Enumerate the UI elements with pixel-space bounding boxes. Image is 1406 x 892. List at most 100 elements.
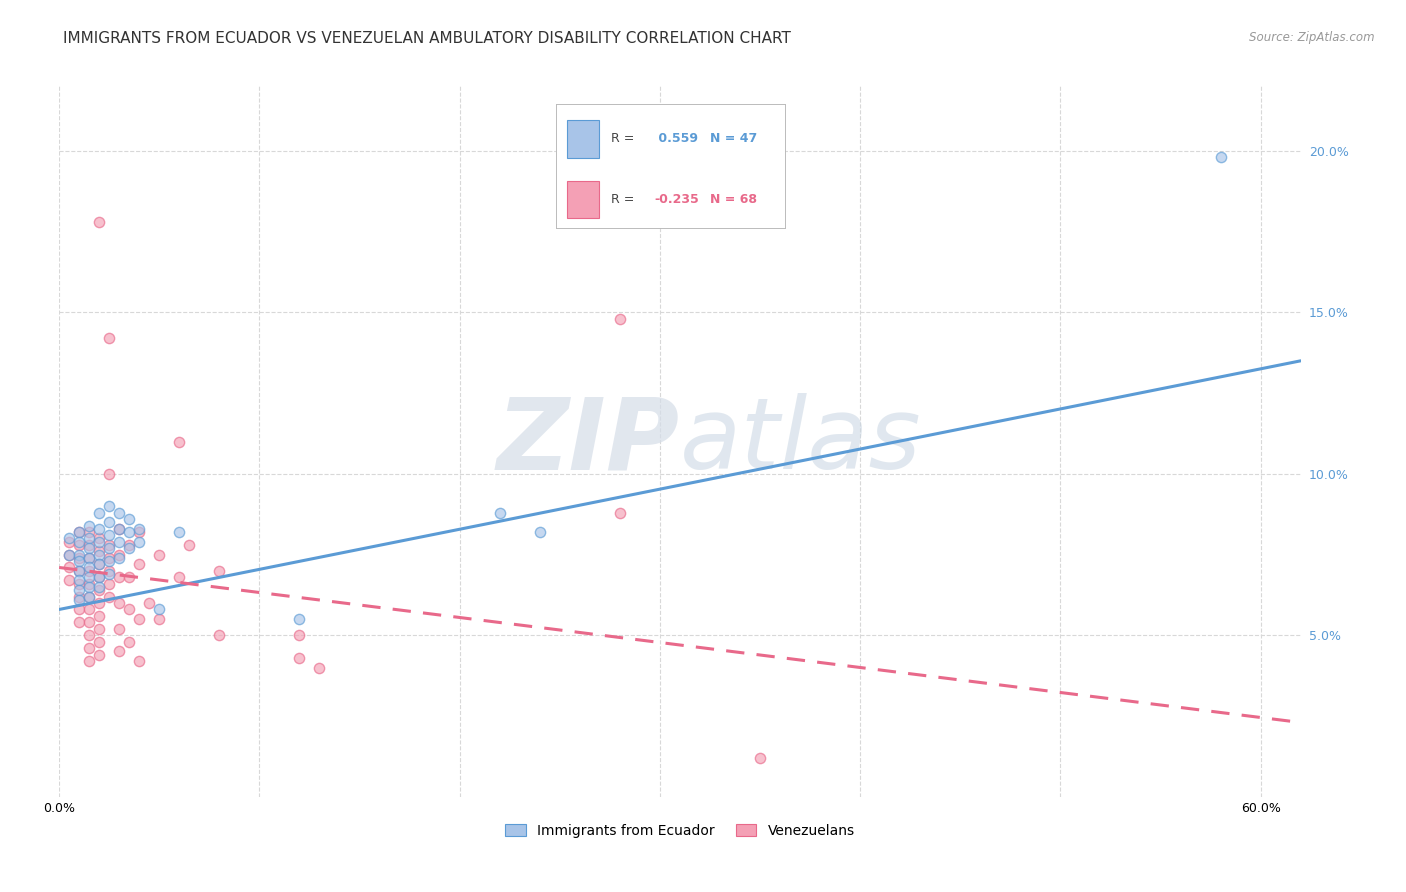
Point bbox=[89, 596, 111, 610]
Point bbox=[1209, 150, 1232, 164]
Point bbox=[288, 628, 311, 642]
Point bbox=[67, 574, 90, 588]
Point bbox=[98, 541, 121, 555]
Point bbox=[118, 512, 141, 526]
Point bbox=[108, 596, 131, 610]
Point bbox=[77, 590, 100, 604]
Point bbox=[77, 560, 100, 574]
Point bbox=[89, 558, 111, 572]
Point bbox=[148, 548, 170, 562]
Point bbox=[128, 558, 150, 572]
Point bbox=[108, 644, 131, 658]
Point bbox=[108, 506, 131, 520]
Point bbox=[288, 651, 311, 665]
Point bbox=[67, 548, 90, 562]
Point bbox=[58, 560, 80, 574]
Point bbox=[118, 538, 141, 552]
Point bbox=[89, 215, 111, 229]
Point bbox=[58, 532, 80, 546]
Point bbox=[167, 570, 190, 584]
Point bbox=[98, 566, 121, 581]
Point bbox=[89, 570, 111, 584]
Point bbox=[77, 518, 100, 533]
Point bbox=[108, 522, 131, 536]
Point bbox=[98, 590, 121, 604]
Point bbox=[89, 506, 111, 520]
Point bbox=[108, 570, 131, 584]
Point bbox=[77, 550, 100, 565]
Point bbox=[148, 602, 170, 616]
Point bbox=[128, 654, 150, 668]
Point bbox=[98, 550, 121, 565]
Point bbox=[67, 564, 90, 578]
Point bbox=[77, 590, 100, 604]
Point bbox=[148, 612, 170, 626]
Point bbox=[77, 524, 100, 539]
Point bbox=[89, 558, 111, 572]
Point bbox=[77, 564, 100, 578]
Point bbox=[67, 554, 90, 568]
Point bbox=[77, 615, 100, 630]
Text: atlas: atlas bbox=[681, 393, 921, 490]
Point bbox=[118, 634, 141, 648]
Point bbox=[77, 641, 100, 656]
Point bbox=[108, 550, 131, 565]
Point bbox=[118, 541, 141, 555]
Point bbox=[58, 534, 80, 549]
Point bbox=[128, 524, 150, 539]
Point bbox=[167, 434, 190, 449]
Point bbox=[108, 622, 131, 636]
Point bbox=[89, 548, 111, 562]
Point bbox=[89, 583, 111, 598]
Point bbox=[58, 548, 80, 562]
Point bbox=[609, 311, 631, 326]
Point bbox=[89, 608, 111, 623]
Text: ZIP: ZIP bbox=[496, 393, 681, 490]
Point bbox=[288, 612, 311, 626]
Point bbox=[77, 628, 100, 642]
Point bbox=[138, 596, 160, 610]
Point bbox=[67, 576, 90, 591]
Point bbox=[58, 574, 80, 588]
Point bbox=[167, 524, 190, 539]
Point bbox=[118, 570, 141, 584]
Point bbox=[89, 522, 111, 536]
Point bbox=[89, 648, 111, 662]
Point bbox=[77, 576, 100, 591]
Point bbox=[67, 602, 90, 616]
Point bbox=[89, 580, 111, 594]
Point bbox=[108, 548, 131, 562]
Point bbox=[67, 583, 90, 598]
Point bbox=[128, 612, 150, 626]
Point bbox=[118, 524, 141, 539]
Point bbox=[77, 532, 100, 546]
Point bbox=[179, 538, 201, 552]
Point bbox=[128, 522, 150, 536]
Point bbox=[77, 570, 100, 584]
Point bbox=[77, 538, 100, 552]
Point bbox=[98, 516, 121, 530]
Point bbox=[77, 541, 100, 555]
Legend: Immigrants from Ecuador, Venezuelans: Immigrants from Ecuador, Venezuelans bbox=[499, 818, 860, 843]
Point bbox=[98, 528, 121, 542]
Point bbox=[67, 550, 90, 565]
Point bbox=[77, 550, 100, 565]
Point bbox=[67, 590, 90, 604]
Point bbox=[67, 564, 90, 578]
Point bbox=[98, 499, 121, 513]
Point bbox=[98, 467, 121, 481]
Point bbox=[89, 622, 111, 636]
Text: IMMIGRANTS FROM ECUADOR VS VENEZUELAN AMBULATORY DISABILITY CORRELATION CHART: IMMIGRANTS FROM ECUADOR VS VENEZUELAN AM… bbox=[63, 31, 792, 46]
Point bbox=[609, 506, 631, 520]
Point bbox=[128, 534, 150, 549]
Point bbox=[308, 660, 330, 674]
Point bbox=[89, 544, 111, 558]
Point bbox=[108, 522, 131, 536]
Point bbox=[89, 570, 111, 584]
Point bbox=[98, 538, 121, 552]
Point bbox=[98, 554, 121, 568]
Point bbox=[77, 580, 100, 594]
Point bbox=[488, 506, 510, 520]
Point bbox=[67, 534, 90, 549]
Point bbox=[67, 592, 90, 607]
